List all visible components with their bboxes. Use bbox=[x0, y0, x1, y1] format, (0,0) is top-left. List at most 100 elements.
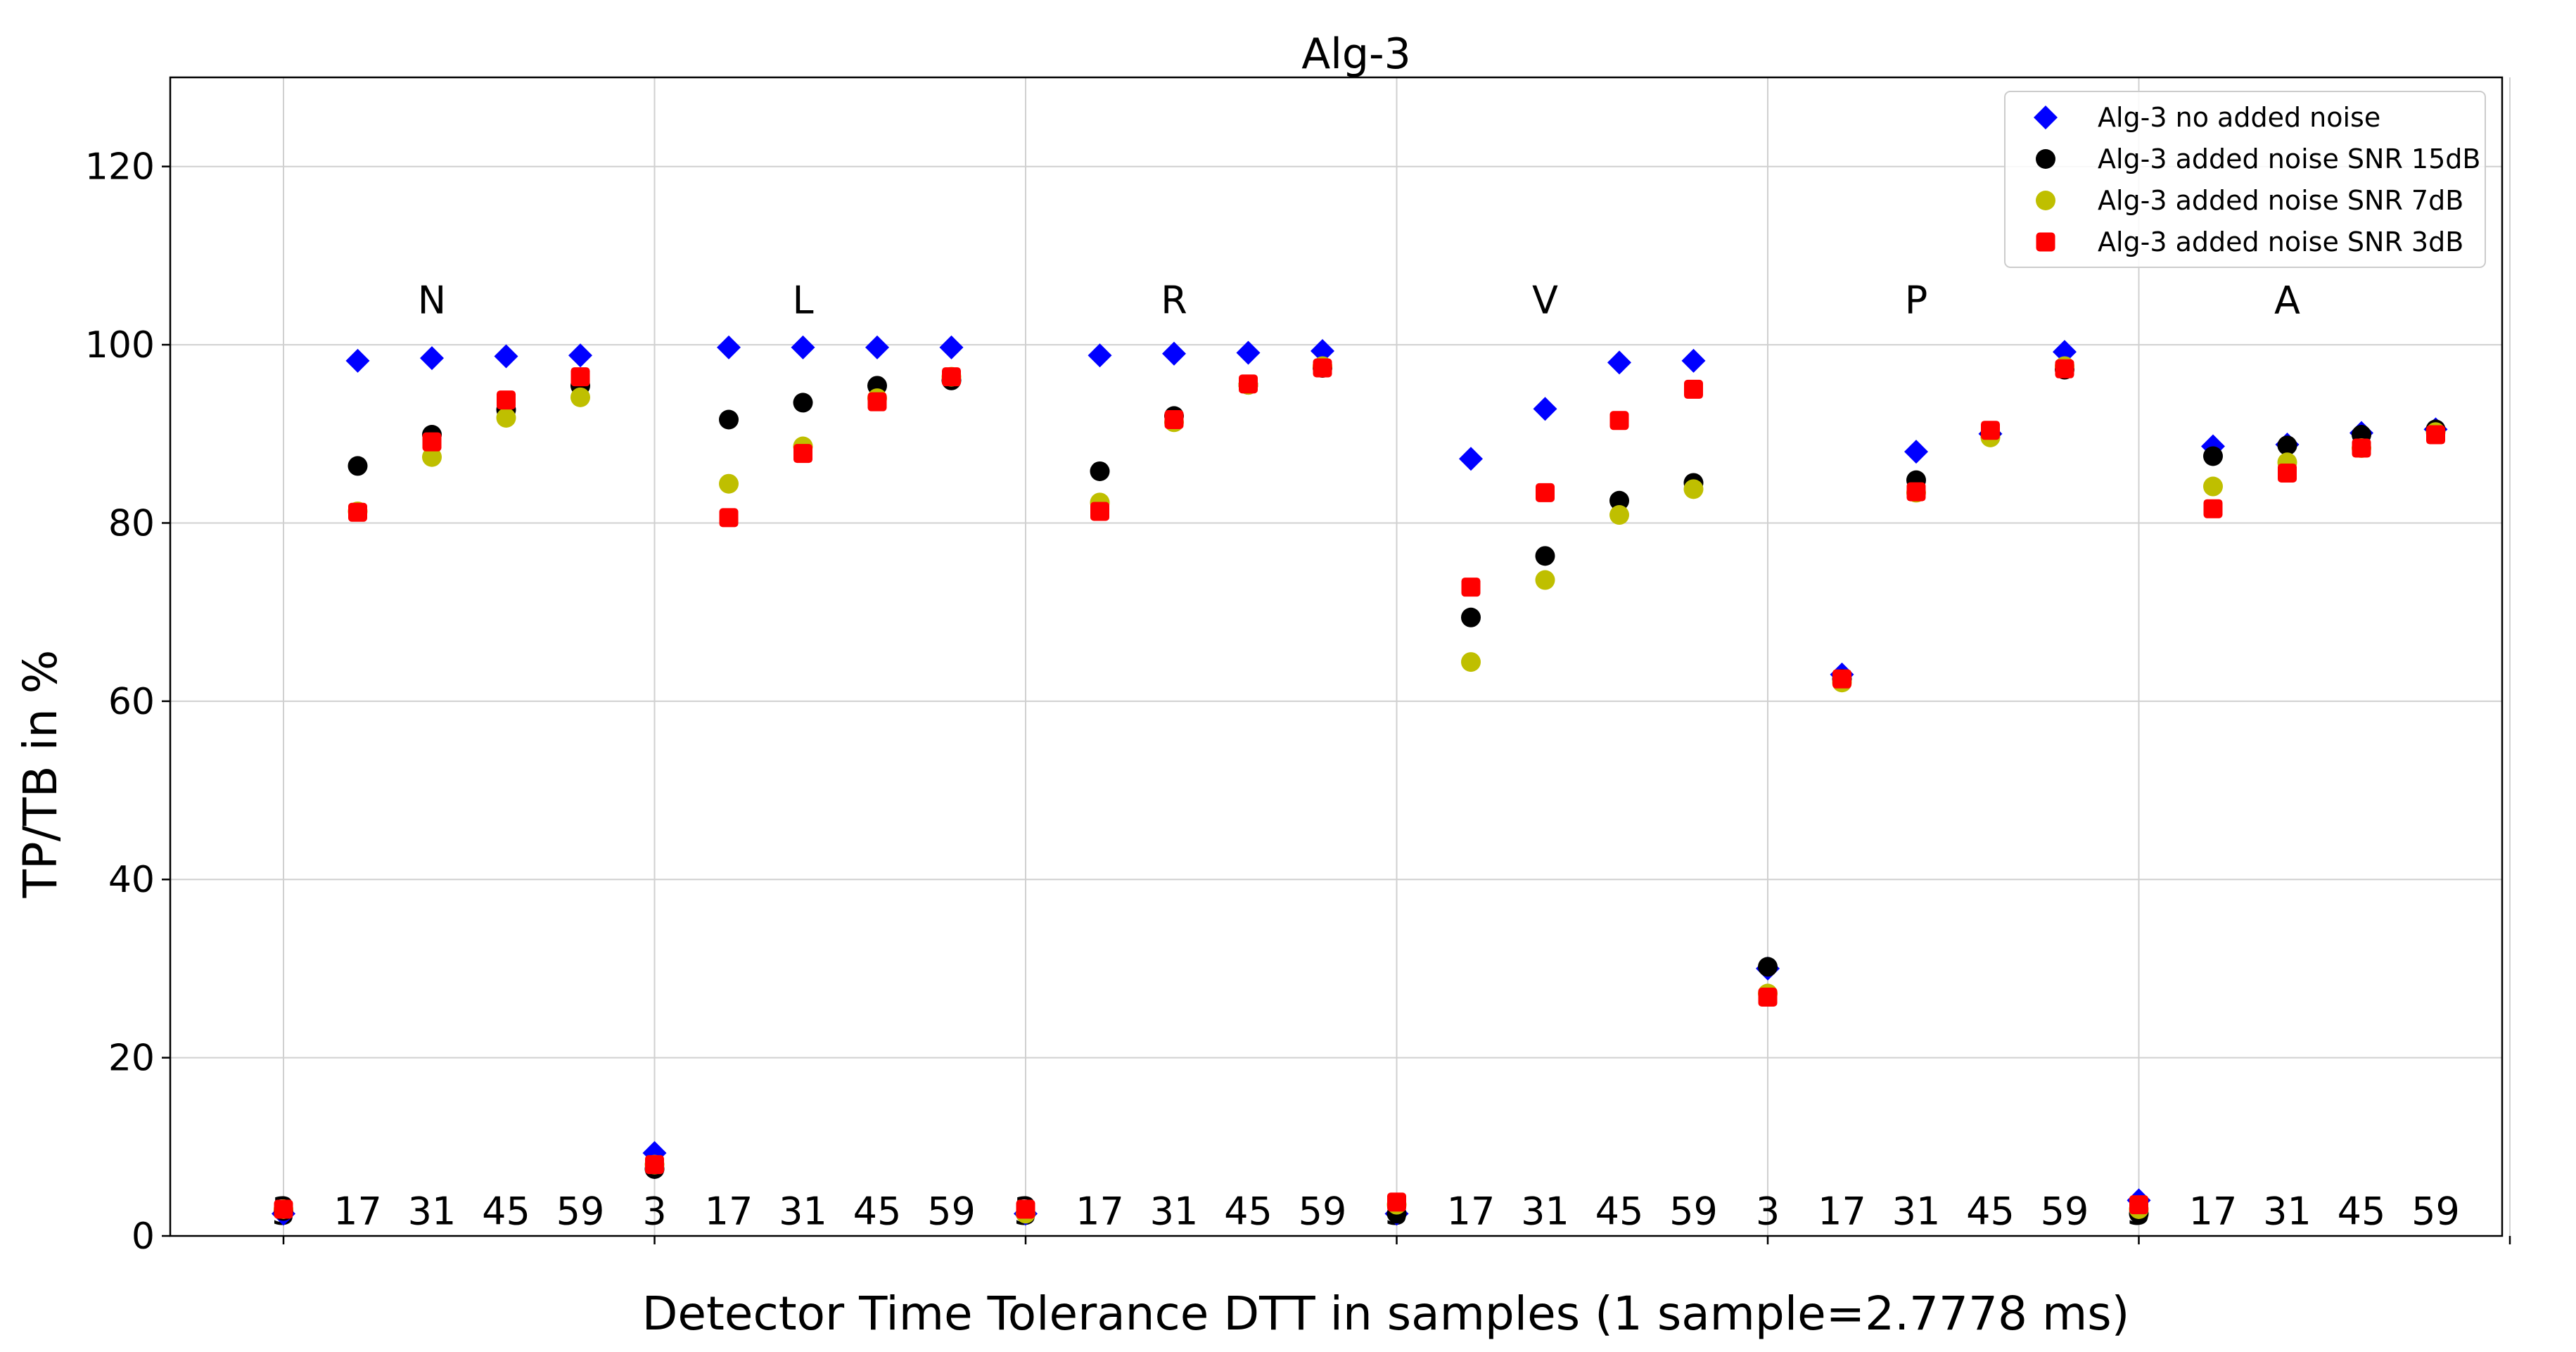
data-point bbox=[645, 1155, 664, 1175]
data-point bbox=[1459, 447, 1483, 471]
plot-frame bbox=[169, 76, 2504, 1237]
data-point bbox=[345, 348, 370, 373]
y-tick-label: 20 bbox=[108, 1038, 155, 1080]
legend-label: Alg-3 added noise SNR 15dB bbox=[2098, 144, 2480, 174]
dtt-label: 3 bbox=[1756, 1190, 1780, 1234]
data-point bbox=[420, 346, 444, 371]
legend-label: Alg-3 no added noise bbox=[2098, 102, 2380, 133]
data-point bbox=[1609, 505, 1629, 525]
data-point bbox=[719, 473, 739, 494]
y-tick-label: 120 bbox=[85, 146, 155, 189]
legend-label: Alg-3 added noise SNR 7dB bbox=[2098, 185, 2463, 216]
data-point bbox=[1461, 607, 1481, 627]
group-label: P bbox=[1905, 279, 1928, 323]
dtt-label: 31 bbox=[2263, 1190, 2312, 1234]
data-point bbox=[1164, 409, 1184, 429]
data-point bbox=[1758, 987, 1778, 1007]
data-point bbox=[570, 387, 590, 407]
data-point bbox=[2203, 476, 2223, 497]
group-label: V bbox=[1532, 279, 1558, 323]
y-tick-label: 0 bbox=[132, 1216, 155, 1258]
group-label: L bbox=[792, 279, 813, 323]
chart-title: Alg-3 bbox=[1301, 30, 1411, 79]
data-point bbox=[568, 343, 592, 368]
data-point bbox=[2426, 425, 2445, 445]
dtt-label: 31 bbox=[779, 1190, 827, 1234]
legend-marker bbox=[2036, 149, 2055, 169]
data-point bbox=[497, 390, 516, 410]
data-point bbox=[791, 335, 815, 359]
data-point bbox=[1016, 1199, 1035, 1219]
data-point bbox=[496, 407, 516, 428]
data-point bbox=[2278, 464, 2297, 483]
data-point bbox=[2129, 1195, 2148, 1215]
data-point bbox=[1535, 570, 1555, 590]
dtt-label: 17 bbox=[1818, 1190, 1866, 1234]
dtt-label: 59 bbox=[556, 1190, 605, 1234]
data-point bbox=[1681, 348, 1706, 373]
dtt-label: 31 bbox=[1150, 1190, 1199, 1234]
data-point bbox=[867, 392, 887, 412]
data-point bbox=[1162, 341, 1186, 366]
legend-label: Alg-3 added noise SNR 3dB bbox=[2098, 227, 2463, 257]
dtt-label: 17 bbox=[2189, 1190, 2238, 1234]
data-point bbox=[1088, 343, 1112, 368]
legend: Alg-3 no added noise Alg-3 added noise SN… bbox=[2004, 91, 2486, 268]
data-point bbox=[2055, 359, 2074, 378]
data-point bbox=[422, 447, 442, 467]
dtt-label: 45 bbox=[2338, 1190, 2386, 1234]
dtt-label: 59 bbox=[927, 1190, 976, 1234]
data-point bbox=[494, 344, 518, 369]
dtt-label: 17 bbox=[705, 1190, 753, 1234]
dtt-label: 45 bbox=[1966, 1190, 2015, 1234]
legend-box bbox=[2004, 91, 2486, 268]
data-point bbox=[2352, 438, 2371, 458]
data-point bbox=[1239, 374, 1258, 394]
data-point bbox=[1387, 1192, 1406, 1212]
dtt-label: 59 bbox=[2411, 1190, 2460, 1234]
dtt-labels: 3173145593173145593173145593173145593173… bbox=[272, 1190, 2460, 1234]
data-point bbox=[1607, 350, 1631, 375]
data-point bbox=[1535, 546, 1555, 566]
dtt-label: 17 bbox=[1447, 1190, 1496, 1234]
data-point bbox=[939, 335, 964, 359]
data-point bbox=[1461, 652, 1481, 672]
legend-marker bbox=[2036, 232, 2055, 252]
dtt-label: 31 bbox=[1521, 1190, 1569, 1234]
data-point bbox=[1533, 397, 1557, 421]
legend-marker bbox=[2034, 106, 2058, 129]
dtt-label: 59 bbox=[1299, 1190, 1347, 1234]
series-3 bbox=[274, 358, 2445, 1219]
dtt-label: 17 bbox=[333, 1190, 382, 1234]
dtt-label: 59 bbox=[2041, 1190, 2089, 1234]
data-point bbox=[2053, 340, 2077, 364]
data-point bbox=[942, 367, 961, 387]
data-point bbox=[1684, 379, 1703, 399]
dtt-label: 45 bbox=[482, 1190, 530, 1234]
group-label: A bbox=[2274, 279, 2300, 323]
data-point bbox=[1313, 358, 1332, 378]
dtt-label: 3 bbox=[642, 1190, 666, 1234]
data-point bbox=[1832, 669, 1851, 689]
data-point bbox=[1090, 461, 1110, 481]
y-tick-label: 100 bbox=[85, 324, 155, 366]
y-axis-ticks: 0 20 40 60 80 100 120 bbox=[85, 146, 2511, 1258]
dtt-label: 45 bbox=[1595, 1190, 1644, 1234]
x-axis-label: Detector Time Tolerance DTT in samples (… bbox=[642, 1287, 2130, 1341]
grid-lines bbox=[170, 77, 2511, 1236]
y-tick-label: 80 bbox=[108, 502, 155, 544]
data-point bbox=[1311, 338, 1334, 363]
data-point bbox=[1536, 483, 1555, 502]
data-point bbox=[570, 367, 590, 387]
data-point bbox=[719, 409, 739, 430]
data-point bbox=[2203, 446, 2223, 466]
group-label: N bbox=[418, 279, 446, 323]
data-point bbox=[347, 456, 368, 476]
data-point bbox=[719, 508, 739, 528]
data-point bbox=[1904, 440, 1928, 464]
y-axis-label: TP/TB in % bbox=[13, 650, 68, 899]
data-point bbox=[1461, 578, 1481, 597]
dtt-label: 17 bbox=[1076, 1190, 1124, 1234]
dtt-label: 31 bbox=[1892, 1190, 1941, 1234]
